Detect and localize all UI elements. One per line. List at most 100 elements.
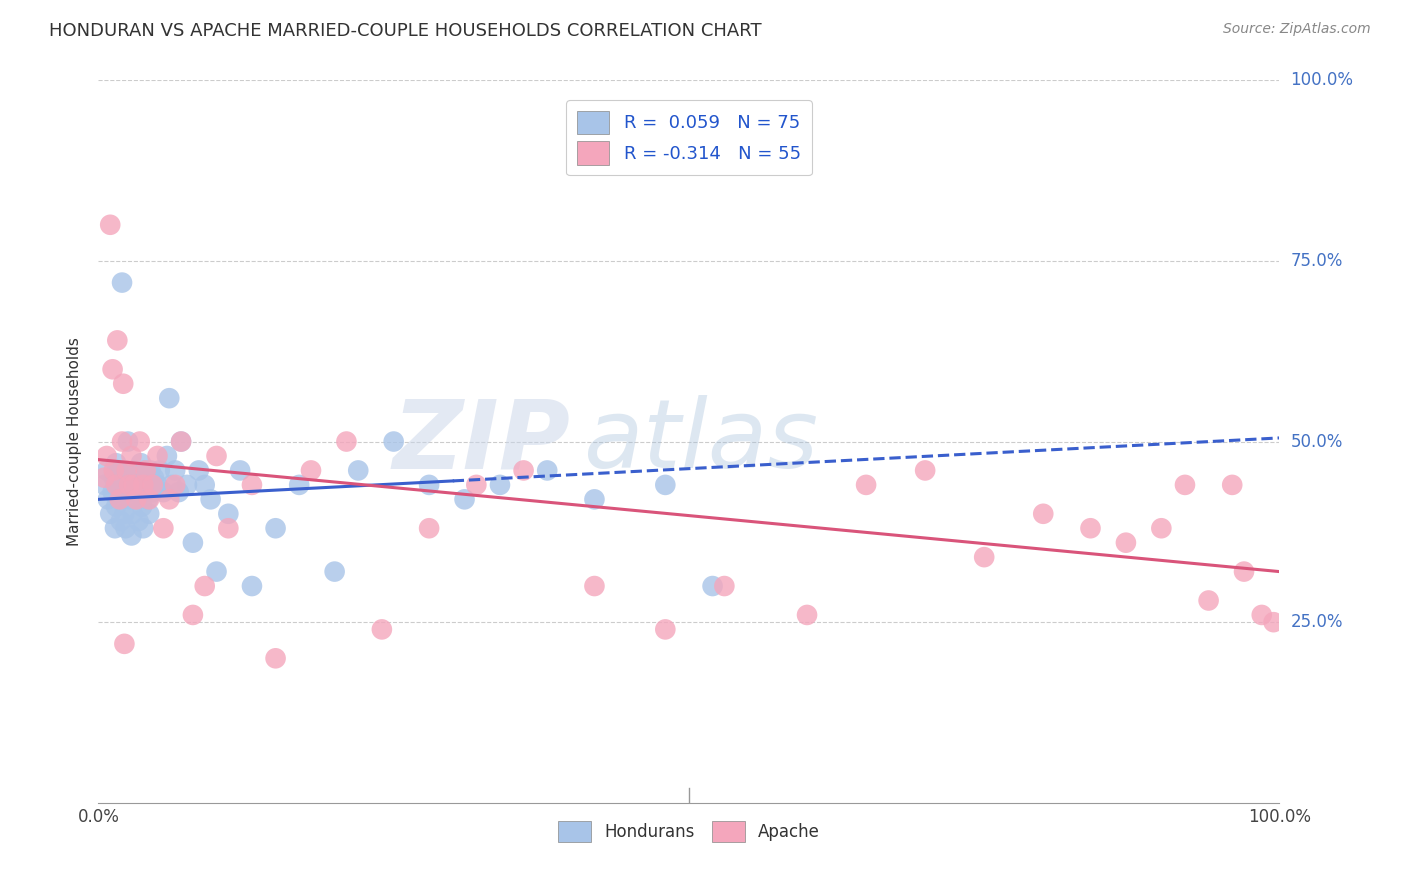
Point xyxy=(160,478,183,492)
Point xyxy=(111,276,134,290)
Point xyxy=(104,521,127,535)
Point xyxy=(165,478,187,492)
Point xyxy=(93,478,115,492)
Point xyxy=(103,470,125,484)
Point xyxy=(112,463,135,477)
Point xyxy=(489,478,512,492)
Point xyxy=(1150,521,1173,535)
Legend: Hondurans, Apache: Hondurans, Apache xyxy=(551,814,827,848)
Point xyxy=(138,492,160,507)
Point xyxy=(138,507,160,521)
Point xyxy=(217,507,239,521)
Point xyxy=(122,478,145,492)
Point xyxy=(371,623,394,637)
Point xyxy=(112,376,135,391)
Point xyxy=(136,492,159,507)
Point xyxy=(117,485,139,500)
Point xyxy=(583,579,606,593)
Point xyxy=(217,521,239,535)
Point xyxy=(1198,593,1220,607)
Point xyxy=(121,449,143,463)
Point xyxy=(973,550,995,565)
Point xyxy=(323,565,346,579)
Point xyxy=(142,470,165,484)
Text: 100.0%: 100.0% xyxy=(1291,71,1354,89)
Point xyxy=(382,434,405,449)
Point xyxy=(141,478,163,492)
Point xyxy=(129,456,152,470)
Point xyxy=(128,434,150,449)
Point xyxy=(128,478,150,492)
Point xyxy=(107,463,129,477)
Point xyxy=(914,463,936,477)
Point xyxy=(121,507,143,521)
Point xyxy=(105,334,128,348)
Point xyxy=(240,478,263,492)
Point xyxy=(1115,535,1137,549)
Point xyxy=(465,478,488,492)
Point xyxy=(240,579,263,593)
Point xyxy=(855,478,877,492)
Point xyxy=(229,463,252,477)
Point xyxy=(149,463,172,477)
Point xyxy=(1233,565,1256,579)
Point xyxy=(115,470,138,484)
Point xyxy=(796,607,818,622)
Point xyxy=(170,434,193,449)
Point xyxy=(167,485,190,500)
Point xyxy=(187,463,209,477)
Point xyxy=(146,478,169,492)
Point xyxy=(120,492,142,507)
Point xyxy=(453,492,475,507)
Point xyxy=(111,434,134,449)
Point xyxy=(121,528,143,542)
Point xyxy=(118,478,141,492)
Point xyxy=(108,492,131,507)
Point xyxy=(1174,478,1197,492)
Point xyxy=(139,463,162,477)
Point xyxy=(117,434,139,449)
Point xyxy=(264,521,287,535)
Text: Source: ZipAtlas.com: Source: ZipAtlas.com xyxy=(1223,22,1371,37)
Point xyxy=(122,478,145,492)
Text: HONDURAN VS APACHE MARRIED-COUPLE HOUSEHOLDS CORRELATION CHART: HONDURAN VS APACHE MARRIED-COUPLE HOUSEH… xyxy=(49,22,762,40)
Point xyxy=(97,492,120,507)
Point xyxy=(131,500,153,514)
Text: atlas: atlas xyxy=(582,395,818,488)
Point xyxy=(654,478,676,492)
Point xyxy=(125,492,148,507)
Point xyxy=(702,579,724,593)
Point xyxy=(205,449,228,463)
Point xyxy=(98,507,121,521)
Point xyxy=(1220,478,1243,492)
Point xyxy=(165,463,187,477)
Point xyxy=(115,463,138,477)
Point xyxy=(124,485,146,500)
Point xyxy=(194,478,217,492)
Point xyxy=(299,463,322,477)
Point xyxy=(96,449,118,463)
Point xyxy=(181,607,204,622)
Point xyxy=(418,478,440,492)
Point xyxy=(111,478,134,492)
Text: 25.0%: 25.0% xyxy=(1291,613,1343,632)
Point xyxy=(142,485,165,500)
Point xyxy=(288,478,311,492)
Point xyxy=(583,492,606,507)
Point xyxy=(135,478,157,492)
Point xyxy=(135,485,157,500)
Point xyxy=(152,521,174,535)
Point xyxy=(157,492,180,507)
Point xyxy=(112,485,135,500)
Point xyxy=(654,623,676,637)
Point xyxy=(112,507,135,521)
Point xyxy=(114,521,136,535)
Point xyxy=(103,463,125,477)
Point xyxy=(132,478,155,492)
Point xyxy=(128,514,150,528)
Point xyxy=(170,434,193,449)
Text: 50.0%: 50.0% xyxy=(1291,433,1343,450)
Point xyxy=(101,485,124,500)
Point xyxy=(264,651,287,665)
Point xyxy=(1250,607,1272,622)
